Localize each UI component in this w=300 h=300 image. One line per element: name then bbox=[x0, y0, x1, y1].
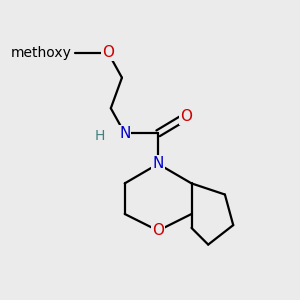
Text: N: N bbox=[119, 126, 130, 141]
Text: O: O bbox=[180, 109, 192, 124]
Text: O: O bbox=[152, 223, 164, 238]
Text: methoxy: methoxy bbox=[11, 46, 72, 60]
Text: O: O bbox=[102, 45, 114, 60]
Text: N: N bbox=[152, 156, 164, 171]
Text: H: H bbox=[94, 129, 105, 143]
